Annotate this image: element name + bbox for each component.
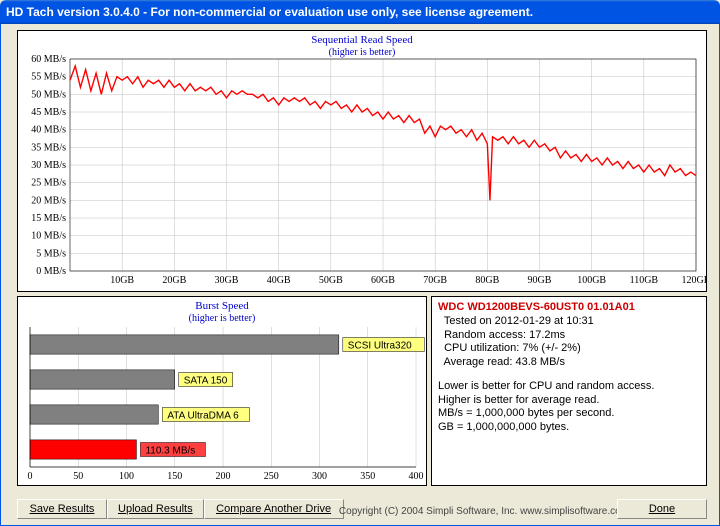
svg-text:60GB: 60GB: [371, 275, 395, 286]
avg-read-line: Average read: 43.8 MB/s: [438, 356, 700, 370]
svg-text:50: 50: [73, 471, 83, 482]
svg-text:(higher is better): (higher is better): [189, 313, 256, 324]
button-row: Save Results Upload Results Compare Anot…: [17, 499, 344, 519]
svg-text:5 MB/s: 5 MB/s: [36, 248, 66, 259]
svg-text:100GB: 100GB: [577, 275, 606, 286]
done-button[interactable]: Done: [617, 499, 707, 519]
window-content: Sequential Read Speed(higher is better)0…: [0, 24, 720, 526]
svg-text:110GB: 110GB: [630, 275, 659, 286]
compare-drive-button[interactable]: Compare Another Drive: [204, 499, 344, 519]
svg-text:40 MB/s: 40 MB/s: [31, 125, 66, 136]
upload-results-button[interactable]: Upload Results: [107, 499, 204, 519]
svg-text:400: 400: [409, 471, 424, 482]
svg-text:25 MB/s: 25 MB/s: [31, 178, 66, 189]
svg-text:35 MB/s: 35 MB/s: [31, 142, 66, 153]
svg-text:120GB: 120GB: [682, 275, 706, 286]
svg-text:Sequential Read Speed: Sequential Read Speed: [311, 34, 413, 46]
note-line: MB/s = 1,000,000 bytes per second.: [438, 407, 700, 421]
svg-text:90GB: 90GB: [528, 275, 552, 286]
tested-on-line: Tested on 2012-01-29 at 10:31: [438, 315, 700, 329]
copyright-text: Copyright (C) 2004 Simpli Software, Inc.…: [339, 506, 629, 517]
svg-text:0: 0: [28, 471, 33, 482]
svg-text:80GB: 80GB: [475, 275, 499, 286]
svg-text:20 MB/s: 20 MB/s: [31, 195, 66, 206]
svg-text:50GB: 50GB: [319, 275, 343, 286]
svg-text:30GB: 30GB: [215, 275, 239, 286]
svg-text:Burst Speed: Burst Speed: [195, 300, 249, 312]
svg-text:60 MB/s: 60 MB/s: [31, 54, 66, 65]
svg-text:110.3 MB/s: 110.3 MB/s: [145, 446, 195, 457]
note-line: GB = 1,000,000,000 bytes.: [438, 421, 700, 435]
svg-text:55 MB/s: 55 MB/s: [31, 72, 66, 83]
svg-text:10GB: 10GB: [110, 275, 134, 286]
svg-text:100: 100: [119, 471, 134, 482]
window-title: HD Tach version 3.0.4.0 - For non-commer…: [6, 5, 533, 19]
sequential-read-chart: Sequential Read Speed(higher is better) 0…: [18, 31, 706, 291]
drive-info-panel: WDC WD1200BEVS-60UST0 01.01A01 Tested on…: [431, 296, 707, 486]
svg-text:ATA UltraDMA 6: ATA UltraDMA 6: [167, 411, 239, 422]
svg-text:10 MB/s: 10 MB/s: [31, 231, 66, 242]
svg-text:15 MB/s: 15 MB/s: [31, 213, 66, 224]
svg-text:50 MB/s: 50 MB/s: [31, 89, 66, 100]
drive-name: WDC WD1200BEVS-60UST0 01.01A01: [438, 301, 700, 315]
svg-text:30 MB/s: 30 MB/s: [31, 160, 66, 171]
svg-text:70GB: 70GB: [423, 275, 447, 286]
svg-text:200: 200: [216, 471, 231, 482]
note-line: Higher is better for average read.: [438, 394, 700, 408]
svg-text:20GB: 20GB: [162, 275, 186, 286]
svg-text:150: 150: [167, 471, 182, 482]
svg-text:0 MB/s: 0 MB/s: [36, 266, 66, 277]
svg-text:300: 300: [312, 471, 327, 482]
svg-text:40GB: 40GB: [267, 275, 291, 286]
svg-text:(higher is better): (higher is better): [329, 47, 396, 58]
random-access-line: Random access: 17.2ms: [438, 329, 700, 343]
svg-text:350: 350: [360, 471, 375, 482]
burst-speed-panel: Burst Speed(higher is better) 0 50 100 150 20…: [17, 296, 427, 486]
svg-text:SATA 150: SATA 150: [184, 376, 228, 387]
save-results-button[interactable]: Save Results: [17, 499, 107, 519]
cpu-util-line: CPU utilization: 7% (+/- 2%): [438, 342, 700, 356]
svg-text:SCSI Ultra320: SCSI Ultra320: [348, 341, 412, 352]
sequential-read-panel: Sequential Read Speed(higher is better) 0…: [17, 30, 707, 292]
svg-text:250: 250: [264, 471, 279, 482]
window-titlebar: HD Tach version 3.0.4.0 - For non-commer…: [0, 0, 720, 24]
svg-text:45 MB/s: 45 MB/s: [31, 107, 66, 118]
note-line: Lower is better for CPU and random acces…: [438, 380, 700, 394]
burst-speed-chart: Burst Speed(higher is better) 0 50 100 150 20…: [18, 297, 426, 485]
